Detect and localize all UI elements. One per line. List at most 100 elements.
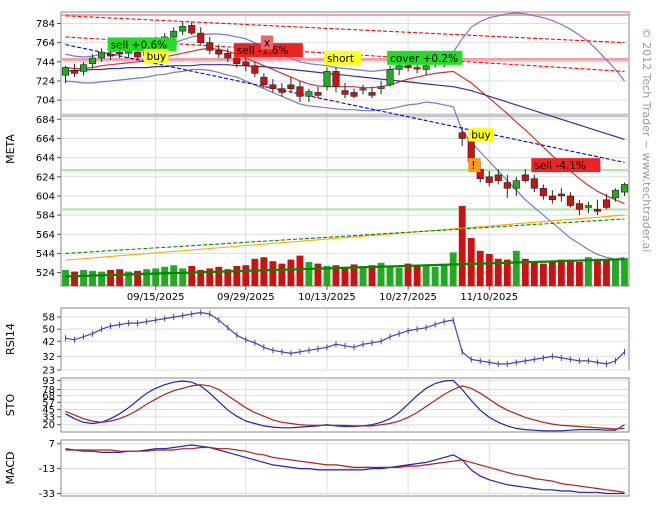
candle-body: [314, 92, 322, 96]
candle-body: [197, 32, 205, 43]
candle-body: [467, 138, 475, 162]
y-tick-label: 544: [36, 249, 55, 260]
candle-body: [233, 57, 241, 65]
volume-bar: [566, 259, 574, 286]
volume-bar: [215, 266, 223, 286]
y-tick-label: 644: [36, 153, 55, 164]
candle-body: [134, 51, 142, 58]
volume-bar: [233, 266, 241, 286]
trade-annotation-label: short: [327, 53, 354, 65]
candle-body: [116, 51, 124, 55]
x-tick-label: 09/29/2025: [217, 292, 275, 303]
candle-body: [350, 92, 358, 97]
candle-body: [368, 92, 376, 96]
candle-body: [557, 193, 565, 197]
y-tick-label: 764: [36, 38, 55, 49]
candle-body: [413, 67, 421, 70]
volume-bar: [287, 259, 295, 286]
volume-bar: [548, 261, 556, 286]
y-tick-label: 20: [42, 420, 55, 431]
candle-body: [458, 132, 466, 139]
volume-bar: [242, 265, 250, 286]
volume-bar: [458, 206, 466, 286]
candle-body: [224, 52, 232, 59]
volume-bar: [404, 263, 412, 286]
volume-bar: [494, 258, 502, 286]
trade-annotation-label: buy: [147, 51, 167, 63]
volume-bar: [188, 266, 196, 286]
candle-body: [566, 195, 574, 206]
y-tick-label: -33: [39, 489, 55, 500]
volume-bar: [413, 265, 421, 286]
volume-bar: [395, 267, 403, 286]
candle-body: [323, 71, 331, 88]
candle-body: [494, 174, 502, 181]
volume-bar: [296, 255, 304, 286]
candle-body: [404, 65, 412, 68]
y-tick-label: 7: [49, 439, 55, 450]
volume-bar: [377, 262, 385, 286]
panel-label: RSI14: [4, 323, 17, 355]
stochastic-k-line: [65, 379, 625, 432]
panel-label: META: [4, 134, 17, 164]
volume-bar: [368, 265, 376, 286]
trade-annotation-box: [468, 158, 481, 173]
volume-bar: [305, 262, 313, 286]
volume-bar: [440, 264, 448, 286]
trend-line: [65, 214, 625, 261]
candle-body: [89, 57, 97, 65]
volume-bar: [107, 270, 115, 286]
y-tick-label: 604: [36, 191, 55, 202]
volume-bar: [278, 263, 286, 286]
y-tick-label: 78: [42, 385, 55, 396]
candle-body: [79, 64, 88, 72]
volume-bar: [557, 259, 565, 286]
y-tick-label: -13: [39, 464, 55, 475]
candle-body: [377, 86, 385, 89]
candle-body: [386, 69, 394, 86]
volume-bar: [341, 268, 349, 286]
trade-annotation-label: buy: [471, 129, 491, 141]
candle-body: [188, 25, 196, 34]
candle-body: [584, 205, 592, 208]
volume-bar: [621, 258, 628, 286]
candle-body: [269, 84, 277, 89]
candle-body: [61, 67, 70, 76]
candle-body: [575, 203, 583, 210]
bollinger-lower-line: [65, 68, 625, 260]
y-tick-label: 33: [42, 412, 55, 423]
candle-body: [611, 189, 620, 199]
trend-line: [65, 218, 625, 254]
trade-annotation-label: sell -4.1%: [534, 160, 586, 172]
volume-bar: [539, 263, 547, 286]
volume-bar: [134, 270, 142, 286]
trade-annotation-box: [323, 50, 362, 65]
candle-body: [70, 70, 79, 74]
volume-bar: [431, 266, 439, 286]
trade-annotation-label: sell -1.6%: [237, 45, 289, 57]
candle-body: [620, 184, 629, 193]
volume-bar: [476, 250, 484, 286]
panel-label: STO: [4, 393, 17, 416]
trade-annotation-box: [260, 35, 274, 50]
volume-bar: [449, 252, 457, 286]
y-tick-label: 57: [42, 398, 55, 409]
price-band: [61, 208, 629, 211]
x-tick-label: 09/15/2025: [127, 292, 185, 303]
candle-body: [260, 76, 268, 86]
trade-annotation-label: sell +0.6%: [111, 39, 168, 51]
volume-bar: [485, 254, 493, 286]
volume-bar: [224, 269, 232, 286]
trend-line: [65, 258, 625, 278]
macd-signal-line: [65, 446, 625, 493]
x-tick-label: 10/27/2025: [379, 292, 437, 303]
volume-bar: [585, 257, 592, 286]
x-tick-label: 10/13/2025: [298, 292, 356, 303]
y-tick-label: 624: [36, 172, 55, 183]
volume-bar: [71, 271, 78, 286]
candle-body: [602, 199, 611, 208]
trade-annotation-label: !: [471, 160, 475, 172]
y-tick-label: 32: [42, 352, 55, 363]
moving-average-long-line: [65, 64, 625, 140]
panel-frame: [60, 439, 630, 497]
